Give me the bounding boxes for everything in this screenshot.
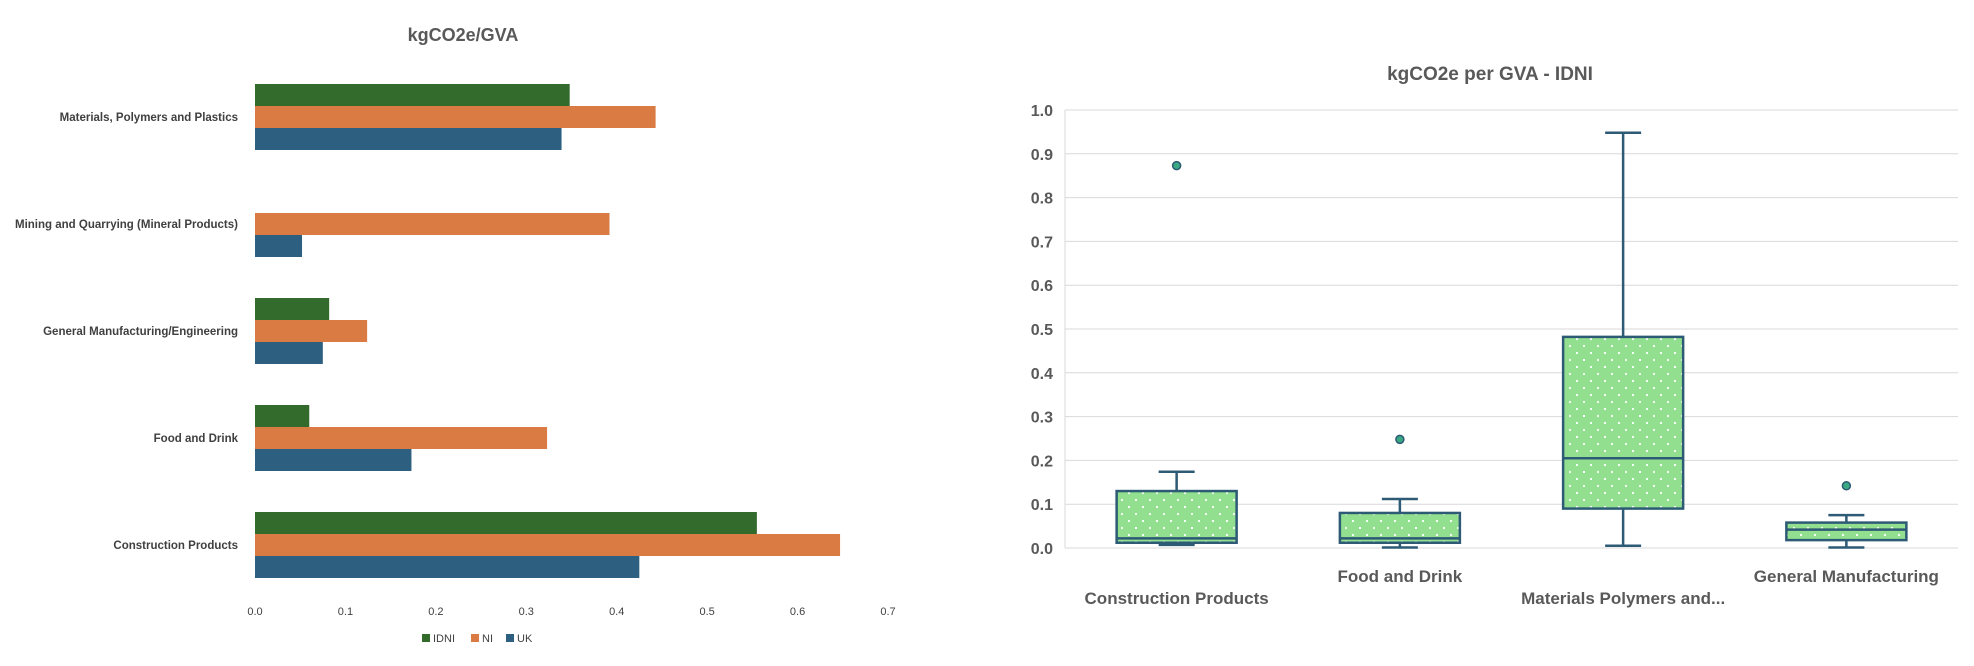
bar-idni: [255, 512, 757, 534]
x-tick-label: 0.3: [519, 606, 534, 618]
y-tick-label: 0.7: [1031, 234, 1053, 251]
x-tick-label: 0.2: [428, 606, 443, 618]
y-tick-label: 0.1: [1031, 497, 1053, 514]
bar-chart: kgCO2e/GVA Materials, Polymers and Plast…: [15, 25, 896, 645]
category-label: Food and Drink: [154, 433, 239, 445]
category-label: General Manufacturing/Engineering: [43, 326, 238, 338]
legend-label: IDNI: [433, 633, 455, 645]
category-label: General Manufacturing: [1754, 567, 1939, 586]
outlier-point: [1171, 160, 1182, 171]
y-tick-label: 0.2: [1031, 453, 1053, 470]
category-label: Construction Products: [1085, 589, 1269, 608]
bar-uk: [255, 556, 640, 578]
legend-label: NI: [482, 633, 493, 645]
box-group: [1561, 131, 1685, 548]
box-group: [1115, 160, 1238, 547]
legend-swatch: [506, 634, 514, 642]
bar-uk: [255, 449, 412, 471]
bar-uk: [255, 342, 323, 364]
bar-ni: [255, 534, 841, 556]
box-group: [1338, 434, 1462, 549]
bar-uk: [255, 235, 303, 257]
x-tick-label: 0.0: [247, 606, 262, 618]
outlier-point: [1841, 481, 1852, 491]
outlier-point: [1395, 434, 1405, 445]
x-tick-label: 0.6: [790, 606, 805, 618]
bar-idni: [255, 84, 570, 106]
legend-label: UK: [517, 633, 533, 645]
box-chart-title: kgCO2e per GVA - IDNI: [1387, 64, 1593, 85]
bar-ni: [255, 106, 656, 128]
x-tick-label: 0.5: [699, 606, 714, 618]
y-tick-label: 0.0: [1031, 541, 1053, 558]
box-iqr: [1785, 521, 1908, 542]
bar-ni: [255, 427, 548, 449]
category-label: Materials Polymers and...: [1521, 589, 1725, 608]
box-group: [1785, 481, 1908, 549]
legend-swatch: [422, 634, 430, 642]
y-tick-label: 0.4: [1031, 366, 1053, 383]
box-chart: kgCO2e per GVA - IDNI 0.0 0.1 0.2 0.3 0.4 0.5…: [1031, 64, 1958, 608]
y-tick-label: 0.9: [1031, 147, 1053, 164]
legend-swatch: [471, 634, 479, 642]
bar-idni: [255, 405, 310, 427]
category-label: Materials, Polymers and Plastics: [60, 112, 238, 124]
category-label: Construction Products: [113, 540, 238, 552]
y-tick-label: 0.6: [1031, 278, 1053, 295]
y-tick-label: 0.3: [1031, 410, 1053, 427]
x-tick-label: 0.1: [338, 606, 353, 618]
category-label: Food and Drink: [1338, 567, 1463, 586]
box-iqr: [1115, 489, 1238, 544]
y-tick-label: 0.8: [1031, 191, 1053, 208]
bar-chart-title: kgCO2e/GVA: [408, 25, 519, 45]
category-label: Mining and Quarrying (Mineral Products): [15, 219, 238, 231]
bar-ni: [255, 213, 610, 235]
bar-uk: [255, 128, 562, 150]
x-tick-label: 0.7: [880, 606, 895, 618]
x-tick-label: 0.4: [609, 606, 624, 618]
y-tick-label: 0.5: [1031, 322, 1053, 339]
y-tick-label: 1.0: [1031, 103, 1053, 120]
box-iqr: [1561, 335, 1685, 510]
bar-idni: [255, 298, 330, 320]
bar-legend: IDNI NI UK: [422, 633, 533, 645]
bar-ni: [255, 320, 368, 342]
